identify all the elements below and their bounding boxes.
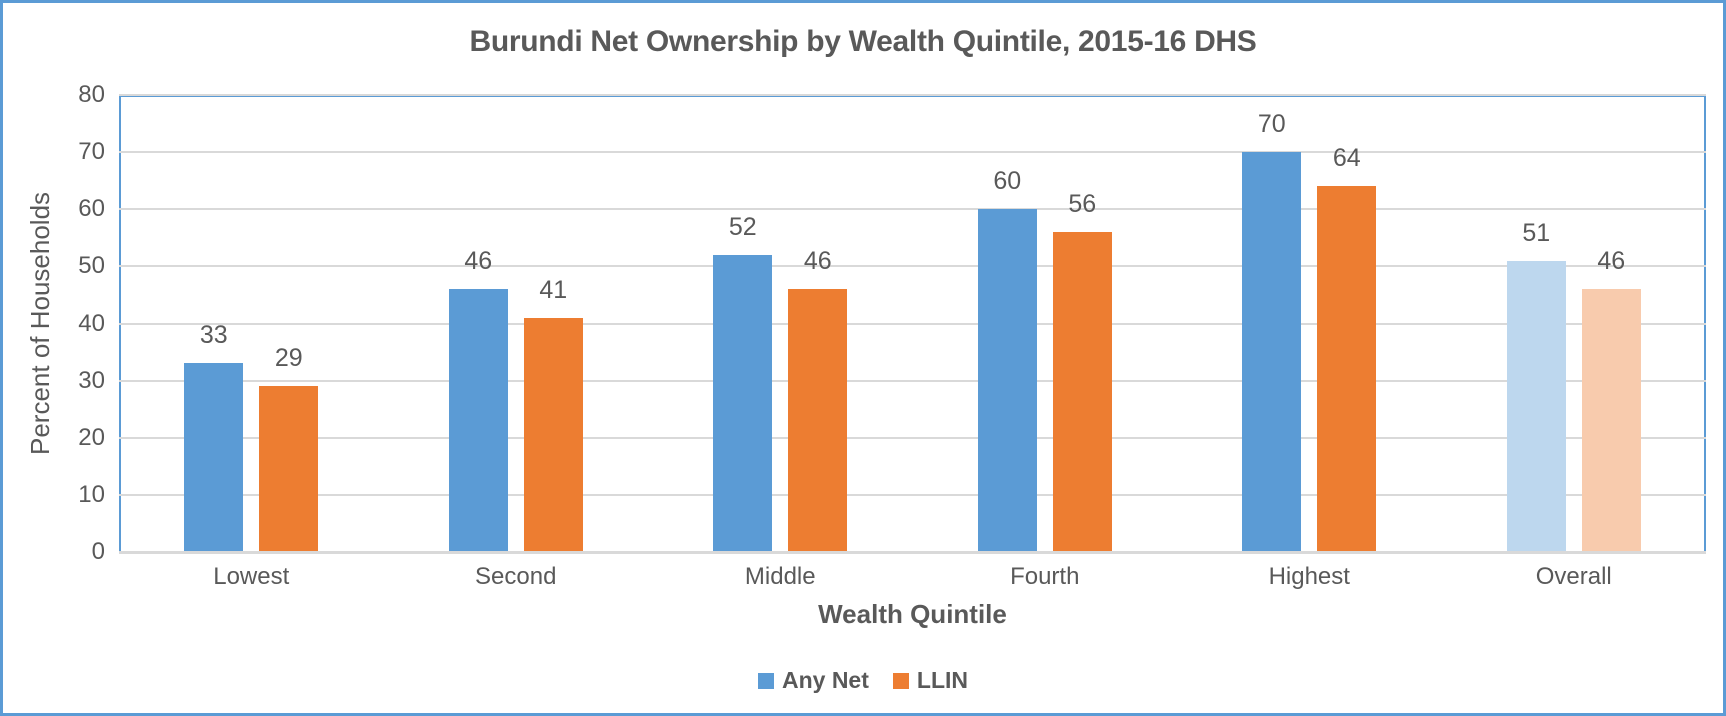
gridline-60 <box>119 208 1706 211</box>
legend-swatch-icon <box>757 672 774 689</box>
bar-any-net-overall <box>1506 260 1566 552</box>
data-label: 33 <box>199 321 228 350</box>
gridline-80 <box>119 94 1706 96</box>
bar-any-net-highest <box>1242 152 1302 552</box>
bar-llin-highest <box>1317 186 1377 552</box>
gridline-70 <box>119 151 1706 154</box>
data-label: 51 <box>1522 218 1551 247</box>
y-tick-label: 20 <box>78 423 105 451</box>
data-label: 46 <box>803 247 832 276</box>
legend-label: Any Net <box>781 667 869 693</box>
x-tick-label-highest: Highest <box>1268 563 1350 590</box>
y-tick-label: 30 <box>78 366 105 394</box>
gridline-50 <box>119 265 1706 268</box>
data-label: 29 <box>274 344 303 373</box>
legend-item-any-net: Any Net <box>757 667 869 694</box>
legend-label: LLIN <box>916 667 968 693</box>
y-tick-label: 50 <box>78 252 105 280</box>
data-label: 60 <box>993 167 1022 196</box>
y-tick-label: 80 <box>78 81 105 108</box>
bar-any-net-middle <box>713 254 773 552</box>
y-tick-label: 60 <box>78 195 105 223</box>
bar-any-net-lowest <box>184 363 244 552</box>
data-label: 52 <box>728 212 757 241</box>
gridline-40 <box>119 322 1706 325</box>
legend: Any Net LLIN <box>3 667 1723 694</box>
bar-llin-middle <box>788 289 848 552</box>
chart-title: Burundi Net Ownership by Wealth Quintile… <box>469 25 1257 58</box>
y-tick-label: 10 <box>78 480 105 508</box>
legend-swatch-icon <box>892 672 909 689</box>
gridline-20 <box>119 436 1706 439</box>
bar-llin-lowest <box>259 386 319 552</box>
legend-item-llin: LLIN <box>892 667 968 694</box>
data-label: 64 <box>1332 144 1361 173</box>
x-tick-label-fourth: Fourth <box>1010 563 1080 590</box>
y-tick-label: 70 <box>78 138 105 166</box>
gridline-0 <box>119 551 1706 554</box>
bar-any-net-fourth <box>977 209 1037 552</box>
x-tick-label-second: Second <box>475 563 557 590</box>
x-axis-title: Wealth Quintile <box>818 599 1007 629</box>
gridline-30 <box>119 379 1706 382</box>
x-tick-label-lowest: Lowest <box>213 563 290 590</box>
data-label: 56 <box>1068 190 1097 219</box>
bar-llin-fourth <box>1052 232 1112 552</box>
bar-any-net-second <box>448 289 508 552</box>
x-tick-label-overall: Overall <box>1535 563 1612 590</box>
y-tick-label: 40 <box>78 309 105 337</box>
data-label: 41 <box>539 275 568 304</box>
bar-llin-second <box>523 317 583 552</box>
bar-llin-overall <box>1581 289 1641 552</box>
gridline-10 <box>119 493 1706 496</box>
data-label: 46 <box>464 247 493 276</box>
x-tick-label-middle: Middle <box>744 563 816 590</box>
y-tick-label: 0 <box>91 538 105 565</box>
data-label: 70 <box>1257 110 1286 139</box>
data-label: 46 <box>1597 247 1626 276</box>
